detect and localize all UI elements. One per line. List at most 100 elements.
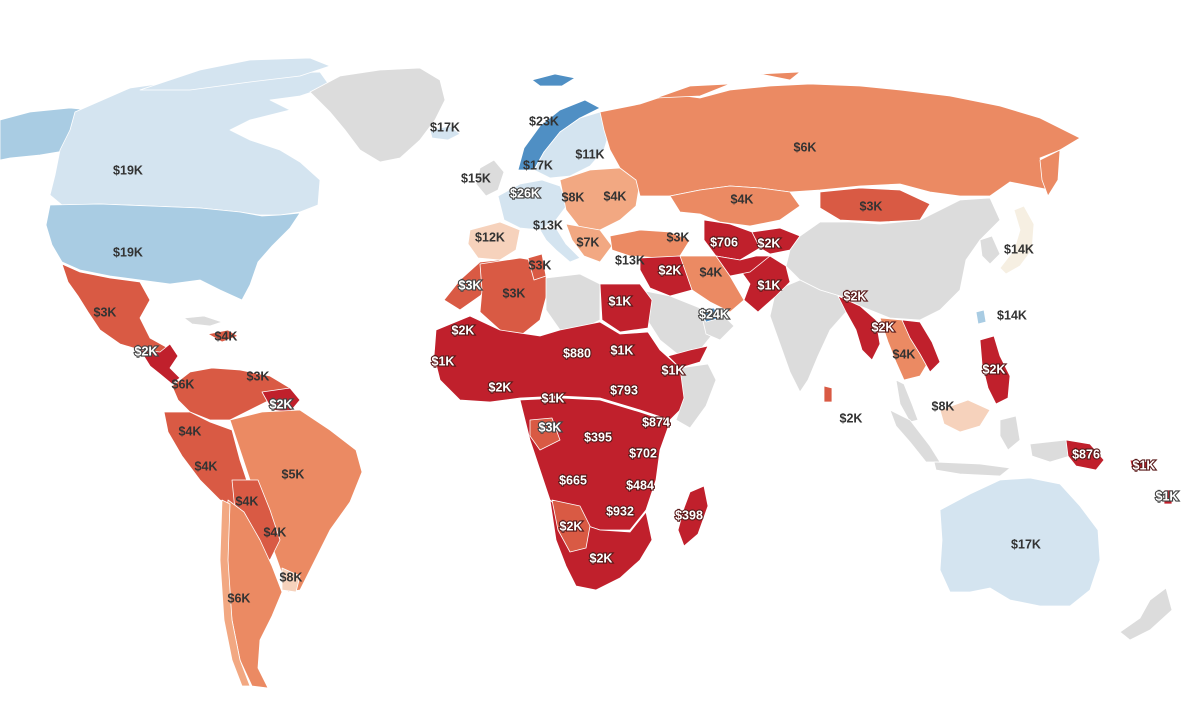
country-taiwan[interactable] bbox=[975, 309, 987, 325]
label-kazakhstan: $4K bbox=[731, 192, 754, 206]
label-uruguay: $8K bbox=[280, 570, 303, 584]
label-mauritania: $2K bbox=[452, 323, 475, 337]
country-gabon[interactable] bbox=[529, 417, 561, 451]
country-indonesia-sumatra[interactable] bbox=[889, 409, 941, 463]
country-greenland[interactable] bbox=[309, 67, 446, 163]
country-central-america[interactable] bbox=[139, 343, 181, 385]
label-morocco: $3K bbox=[459, 278, 482, 292]
label-brazil: $5K bbox=[282, 467, 305, 481]
country-madagascar[interactable] bbox=[677, 485, 709, 547]
label-guyana: $2K bbox=[270, 397, 293, 411]
label-australia: $17K bbox=[1011, 537, 1041, 551]
country-vanuatu[interactable] bbox=[1163, 489, 1173, 505]
region-north-america bbox=[0, 57, 461, 385]
value-labels: $17K $19K $19K $3K $2K $4K $3K $6K $2K $… bbox=[94, 114, 1180, 605]
country-laos-cambodia[interactable] bbox=[901, 319, 941, 373]
label-greenland: $17K bbox=[430, 120, 460, 134]
region-middle-east bbox=[609, 229, 735, 369]
country-svalbard[interactable] bbox=[531, 73, 576, 87]
country-canada[interactable] bbox=[49, 71, 331, 216]
country-russia-north-islands[interactable] bbox=[655, 71, 801, 99]
country-bangladesh-myanmar[interactable] bbox=[837, 295, 881, 361]
country-philippines[interactable] bbox=[979, 335, 1011, 405]
label-italy: $13K bbox=[533, 218, 563, 232]
label-sweden: $17K bbox=[523, 158, 553, 172]
country-chile-strip[interactable] bbox=[219, 499, 251, 687]
label-egypt: $1K bbox=[609, 294, 632, 308]
label-spain: $12K bbox=[475, 230, 505, 244]
label-bangladesh: $2K bbox=[844, 289, 867, 303]
country-western-europe[interactable] bbox=[497, 179, 569, 231]
country-egypt[interactable] bbox=[599, 283, 653, 333]
label-sudan: $793 bbox=[610, 383, 638, 397]
country-namibia[interactable] bbox=[551, 499, 591, 553]
region-oceania bbox=[939, 439, 1173, 641]
label-madagascar: $398 bbox=[675, 508, 703, 522]
country-uruguay[interactable] bbox=[281, 567, 301, 593]
label-taiwan: $14K bbox=[997, 308, 1027, 322]
country-caribbean[interactable] bbox=[207, 329, 239, 343]
country-balkans-greece[interactable] bbox=[565, 223, 613, 263]
label-angola: $665 bbox=[559, 473, 587, 487]
country-canada-islands[interactable] bbox=[139, 57, 331, 91]
country-iceland[interactable] bbox=[429, 125, 461, 141]
country-indonesia-java[interactable] bbox=[933, 461, 1011, 477]
label-solomon: $1K bbox=[1133, 458, 1156, 472]
label-uzbekistan: $706 bbox=[710, 235, 738, 249]
country-horn-of-africa[interactable] bbox=[675, 363, 717, 429]
country-kazakhstan[interactable] bbox=[669, 185, 801, 227]
label-gabon: $3K bbox=[539, 420, 562, 434]
country-australia[interactable] bbox=[939, 477, 1101, 607]
label-drc: $395 bbox=[584, 430, 612, 444]
label-philippines: $2K bbox=[983, 362, 1006, 376]
country-malay-peninsula[interactable] bbox=[895, 379, 919, 423]
label-thailand: $4K bbox=[893, 347, 916, 361]
country-solomon-islands[interactable] bbox=[1129, 459, 1151, 471]
country-eastern-europe[interactable] bbox=[559, 167, 641, 231]
region-asia bbox=[679, 197, 1035, 477]
country-papua-new-guinea[interactable] bbox=[1065, 439, 1105, 471]
label-poland: $8K bbox=[562, 190, 585, 204]
label-finland-baltics: $11K bbox=[575, 147, 604, 161]
country-india[interactable] bbox=[769, 279, 847, 393]
country-sri-lanka[interactable] bbox=[823, 385, 833, 403]
label-mongolia: $3K bbox=[860, 199, 883, 213]
country-iberia[interactable] bbox=[467, 221, 521, 261]
label-iraq: $2K bbox=[659, 263, 682, 277]
country-new-zealand[interactable] bbox=[1119, 587, 1173, 641]
country-malaysia-borneo[interactable] bbox=[939, 399, 991, 433]
label-ethiopia: $874 bbox=[642, 415, 670, 429]
country-italy[interactable] bbox=[539, 227, 581, 263]
label-mexico: $3K bbox=[94, 305, 117, 319]
label-kyrgyzstan: $2K bbox=[758, 236, 781, 250]
country-kamchatka[interactable] bbox=[1039, 149, 1061, 197]
country-uae[interactable] bbox=[699, 307, 721, 323]
label-colombia: $6K bbox=[172, 377, 195, 391]
label-ukraine: $4K bbox=[604, 189, 627, 203]
country-tunisia[interactable] bbox=[527, 253, 547, 281]
label-caribbean: $4K bbox=[215, 329, 238, 343]
label-balkans: $7K bbox=[577, 235, 600, 249]
label-peru: $4K bbox=[195, 459, 218, 473]
country-cuba[interactable] bbox=[183, 315, 223, 327]
country-central-africa[interactable] bbox=[519, 397, 671, 531]
region-africa bbox=[433, 253, 717, 591]
country-korea[interactable] bbox=[979, 235, 1001, 265]
label-pakistan: $1K bbox=[758, 278, 781, 292]
label-canada: $19K bbox=[113, 163, 143, 177]
label-yemen: $1K bbox=[662, 363, 685, 377]
country-new-guinea-west[interactable] bbox=[1029, 439, 1071, 463]
country-russia[interactable] bbox=[599, 83, 1081, 197]
country-sulawesi[interactable] bbox=[999, 415, 1021, 451]
country-japan[interactable] bbox=[999, 205, 1035, 275]
label-venezuela: $3K bbox=[247, 369, 270, 383]
country-uzbek-turkmen[interactable] bbox=[703, 219, 761, 261]
label-senegal: $1K bbox=[432, 354, 455, 368]
country-usa[interactable] bbox=[45, 203, 301, 301]
country-uk-ireland[interactable] bbox=[475, 159, 505, 197]
country-guyana[interactable] bbox=[261, 387, 301, 413]
label-myanmar: $2K bbox=[872, 320, 895, 334]
country-libya[interactable] bbox=[545, 273, 601, 331]
label-namibia: $2K bbox=[560, 519, 583, 533]
